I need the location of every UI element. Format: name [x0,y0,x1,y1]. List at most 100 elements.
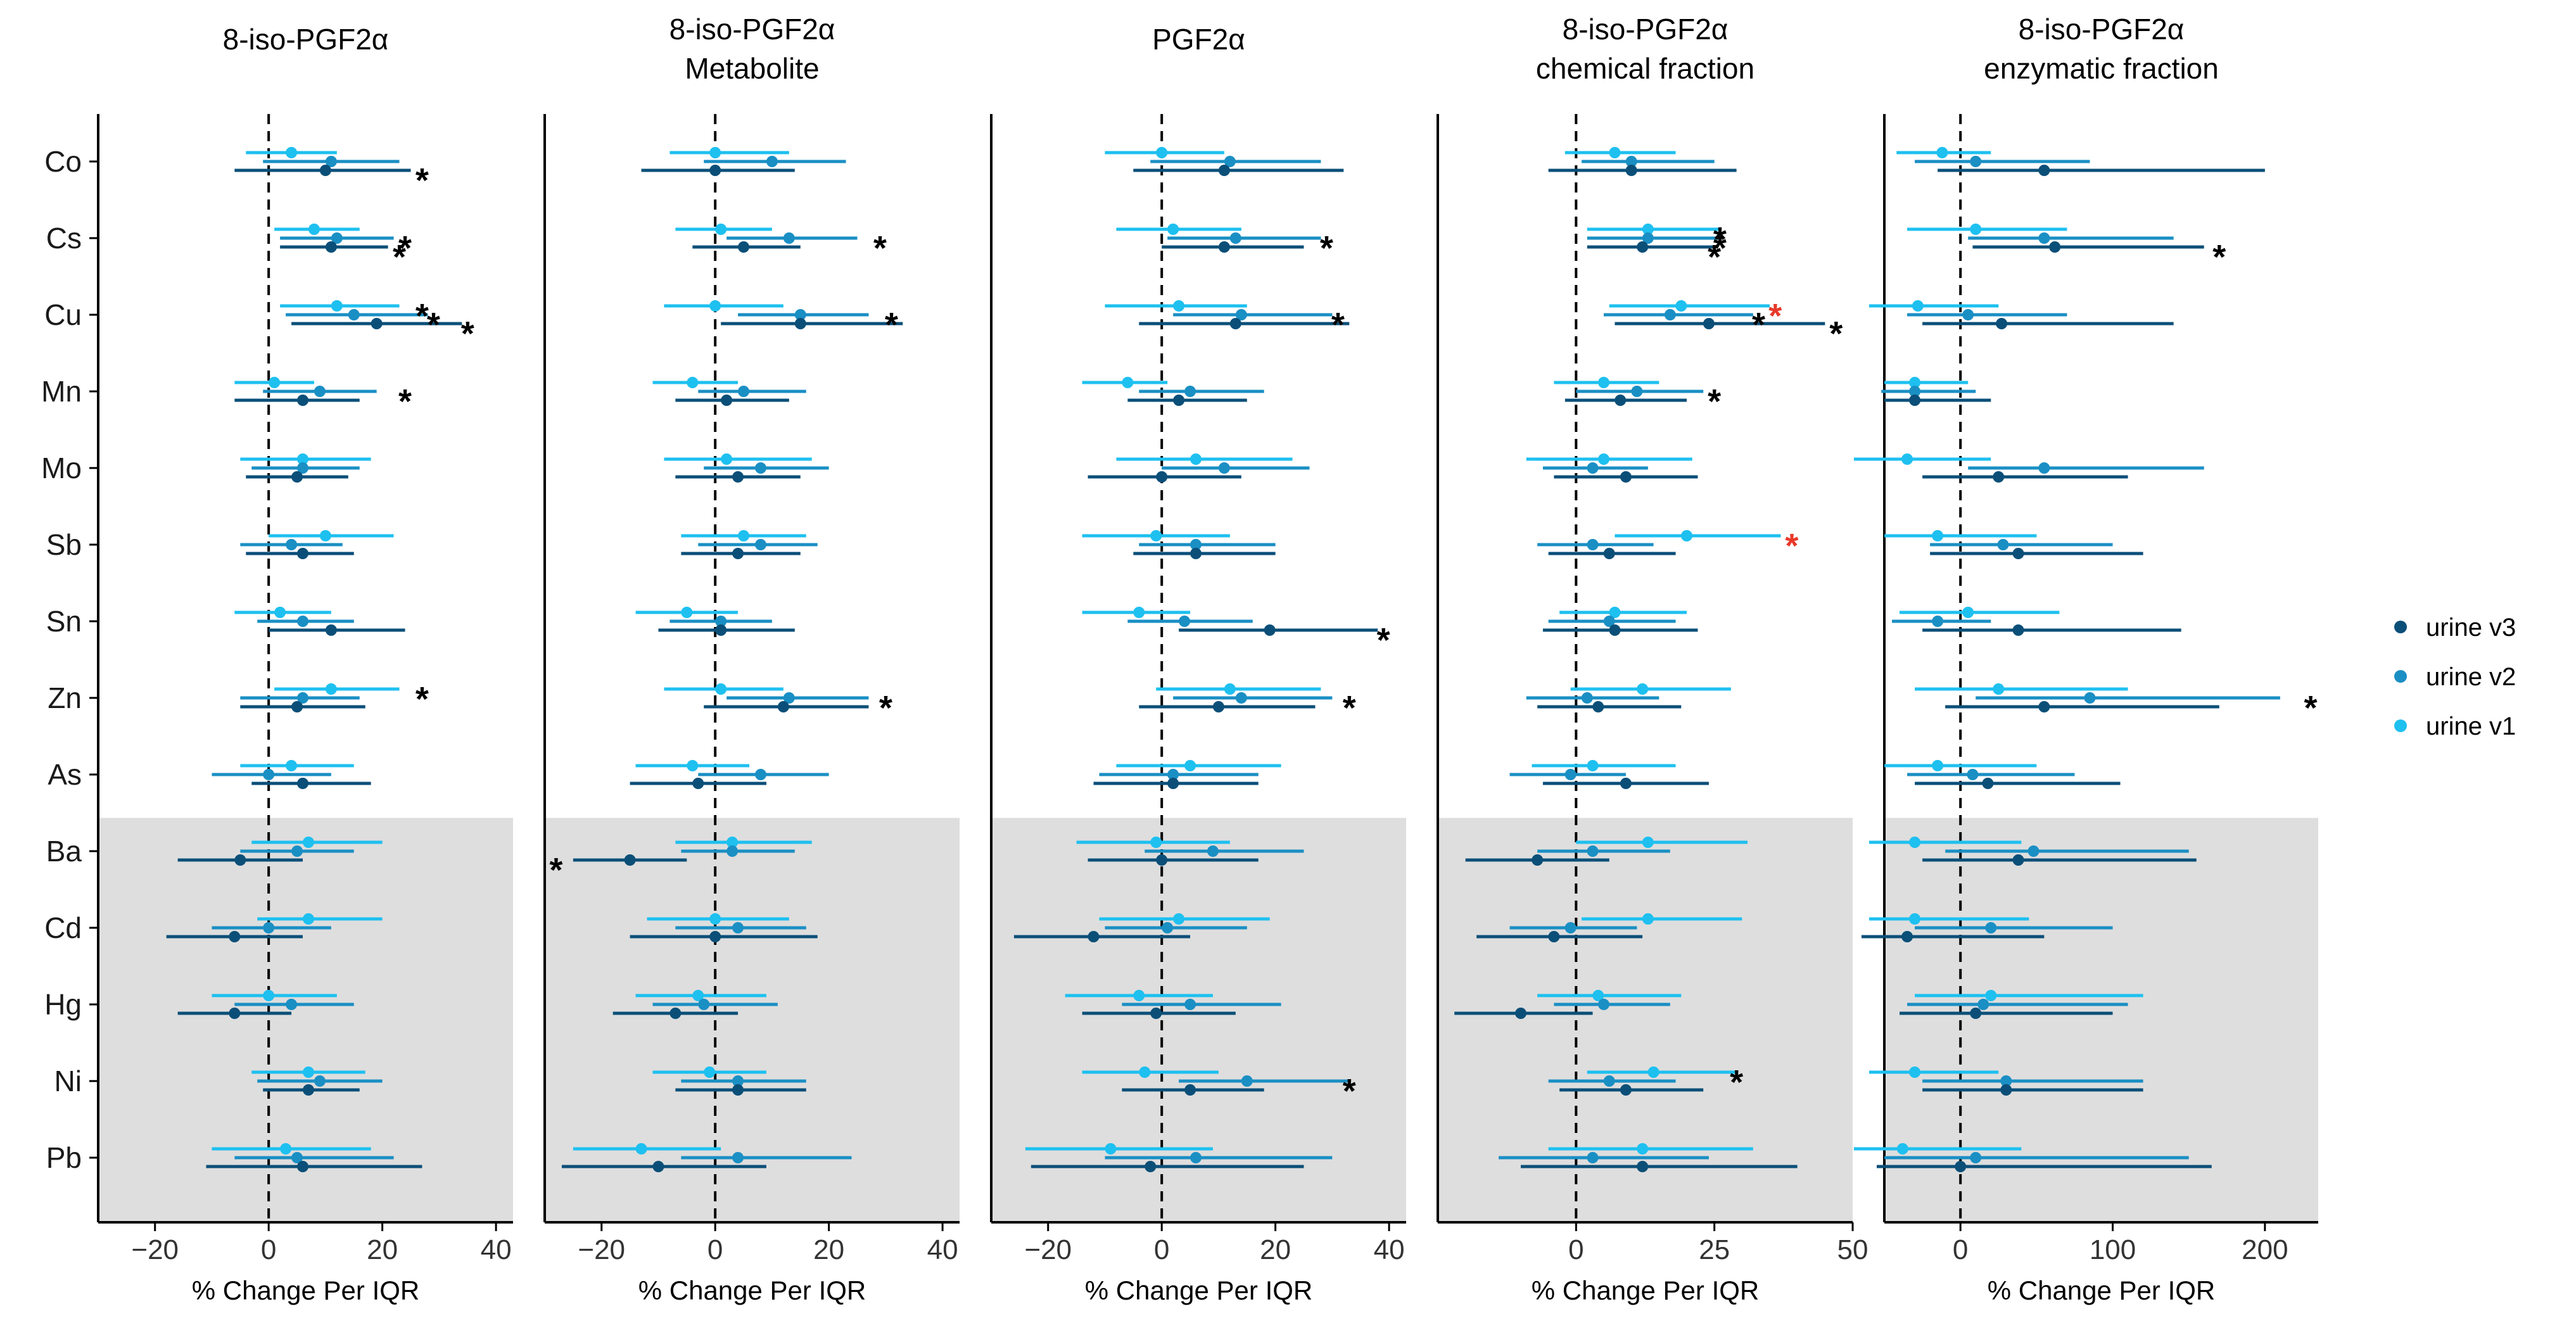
estimate-point-v2 [1977,999,1989,1010]
significance-star: * [1829,315,1843,353]
estimate-point-v3 [1592,701,1604,712]
significance-star: * [1768,297,1782,335]
x-tick-label: 20 [1260,1234,1291,1265]
estimate-point-v2 [1932,616,1944,627]
significance-star: * [1708,383,1721,421]
row-label: Pb [46,1141,82,1174]
estimate-point-v2 [1207,845,1219,857]
estimate-point-v2 [1162,922,1174,933]
estimate-point-v2 [1642,232,1654,244]
estimate-point-v2 [291,845,303,857]
x-tick-label: 0 [261,1234,276,1265]
estimate-point-v2 [314,386,326,397]
estimate-point-v2 [1564,922,1577,933]
row-label: Sb [46,528,82,561]
estimate-point-v2 [1179,616,1191,627]
significance-star: * [549,851,562,889]
estimate-point-v2 [348,309,360,320]
x-tick-label: 20 [813,1234,844,1265]
x-tick-label: 40 [927,1234,958,1265]
estimate-point-v3 [2038,165,2050,176]
estimate-point-v2 [1235,692,1247,704]
estimate-point-v2 [1235,309,1247,320]
significance-star: * [1785,527,1798,565]
estimate-point-v3 [1150,1008,1162,1019]
estimate-point-v1 [325,683,337,695]
estimate-point-v1 [1150,530,1162,541]
estimate-point-v1 [269,377,281,388]
estimate-point-v1 [302,1066,314,1078]
x-axis-label: % Change Per IQR [192,1275,420,1305]
estimate-point-v2 [1184,386,1196,397]
estimate-point-v3 [1955,1161,1967,1172]
estimate-point-v2 [1229,232,1241,244]
estimate-point-v1 [1681,530,1692,541]
significance-star: * [1708,238,1721,276]
estimate-point-v3 [692,778,704,789]
estimate-point-v1 [286,147,298,158]
x-tick-label: −20 [578,1234,625,1265]
panel-title: chemical fraction [1536,52,1754,85]
estimate-point-v2 [1564,769,1577,780]
estimate-point-v3 [1637,241,1649,253]
estimate-point-v1 [1985,990,1997,1001]
estimate-point-v3 [1212,701,1224,712]
legend: urine v3 urine v2 urine v1 [2394,614,2516,740]
estimate-point-v3 [319,165,331,176]
estimate-point-v2 [1587,462,1599,474]
significance-star: * [398,383,412,421]
panel-title: PGF2α [1152,23,1245,56]
estimate-point-v2 [2027,845,2040,857]
x-tick-label: 0 [1154,1234,1169,1265]
estimate-point-v3 [2038,701,2050,712]
estimate-point-v2 [1997,539,2009,550]
estimate-point-v3 [297,1161,309,1172]
estimate-point-v1 [1970,224,1982,235]
estimate-point-v1 [692,990,704,1001]
estimate-point-v3 [1218,241,1230,253]
estimate-point-v2 [1985,922,1997,933]
estimate-point-v1 [726,837,739,848]
estimate-point-v1 [1909,1066,1921,1078]
estimate-point-v3 [721,395,733,406]
estimate-point-v3 [794,318,806,329]
estimate-point-v1 [1642,913,1654,925]
significance-star: * [1377,621,1390,659]
estimate-point-v3 [297,778,309,789]
estimate-point-v2 [291,1152,303,1163]
panel-3: PGF2α −20 0 20 40 % Change Per IQR * * * * * [990,23,1406,1305]
estimate-point-v2 [1909,386,1921,397]
significance-star: * [1343,1072,1356,1110]
estimate-point-v2 [754,539,766,550]
estimate-point-v2 [1184,999,1196,1010]
estimate-point-v3 [709,165,721,176]
estimate-point-v3 [234,854,246,866]
estimate-point-v3 [2012,624,2024,636]
estimate-point-v1 [1173,913,1185,925]
estimate-point-v3 [1637,1161,1649,1172]
estimate-point-v1 [687,760,699,771]
significance-star: * [416,297,429,335]
estimate-point-v2 [1603,616,1615,627]
estimate-point-v3 [1620,778,1632,789]
estimate-point-v1 [1932,760,1944,771]
estimate-point-v2 [286,999,298,1010]
panel-1: 8-iso-PGF2α−20 0 20 40% Change Per IQR*****… [97,23,513,1305]
estimate-point-v3 [732,548,744,559]
panel-title: Metabolite [685,52,819,85]
estimate-point-v3 [1909,395,1921,406]
estimate-point-v1 [1637,1143,1649,1155]
estimate-point-v2 [2038,462,2050,474]
significance-star: * [1752,306,1765,344]
estimate-point-v1 [331,300,343,312]
panel-title: enzymatic fraction [1984,52,2219,85]
estimate-point-v3 [229,1008,241,1019]
estimate-point-v1 [1912,300,1924,312]
estimate-point-v2 [1603,1075,1615,1087]
estimate-point-v3 [1901,931,1913,942]
estimate-point-v1 [280,1143,292,1155]
estimate-point-v3 [297,548,309,559]
panel-title: 8-iso-PGF2α [669,13,835,46]
estimate-point-v1 [308,224,320,235]
estimate-point-v3 [1982,778,1994,789]
